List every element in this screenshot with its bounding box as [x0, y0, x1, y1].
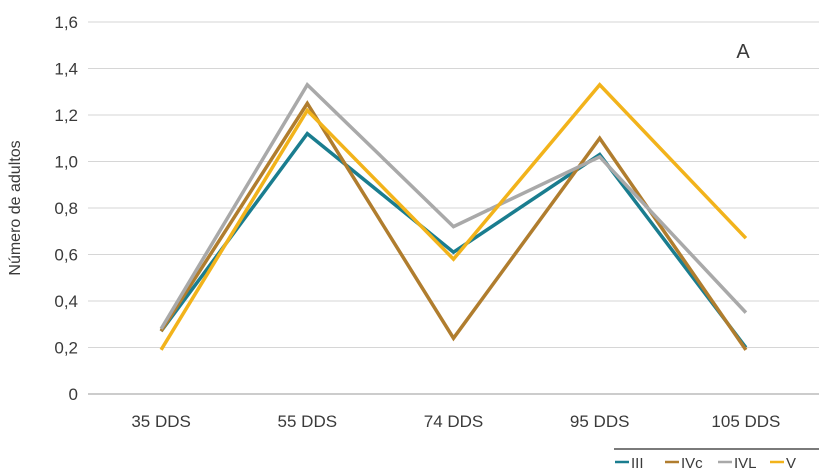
y-tick-label: 0,2 [54, 339, 78, 358]
x-tick-label: 74 DDS [424, 412, 484, 431]
y-tick-label: 0,6 [54, 246, 78, 265]
y-tick-label: 0,8 [54, 199, 78, 218]
x-tick-labels: 35 DDS 55 DDS 74 DDS 95 DDS 105 DDS [131, 412, 780, 431]
series-line-ivl [159, 81, 748, 330]
panel-label: A [736, 41, 750, 63]
series-line-iii [159, 131, 748, 349]
legend-label: IVc [681, 455, 703, 470]
y-tick-label: 0,4 [54, 292, 78, 311]
legend-label: III [631, 455, 644, 470]
legend-label: V [786, 455, 796, 470]
x-tick-label: 35 DDS [131, 412, 191, 431]
x-tick-label: 95 DDS [570, 412, 630, 431]
y-tick-label: 1,0 [54, 153, 78, 172]
legend-label: IVL [734, 455, 757, 470]
x-tick-label: 55 DDS [278, 412, 338, 431]
x-tick-label: 105 DDS [711, 412, 780, 431]
y-tick-label: 1,6 [54, 13, 78, 32]
legend: III IVc IVL V [615, 455, 796, 470]
y-tick-label: 0 [69, 385, 78, 404]
y-tick-label: 1,4 [54, 60, 78, 79]
y-axis-title: Número de adultos [7, 140, 24, 275]
series-lines [159, 81, 748, 351]
y-tick-label: 1,2 [54, 106, 78, 125]
series-line-v [159, 82, 748, 351]
y-tick-labels: 0 0,2 0,4 0,6 0,8 1,0 1,2 1,4 1,6 [54, 13, 78, 404]
